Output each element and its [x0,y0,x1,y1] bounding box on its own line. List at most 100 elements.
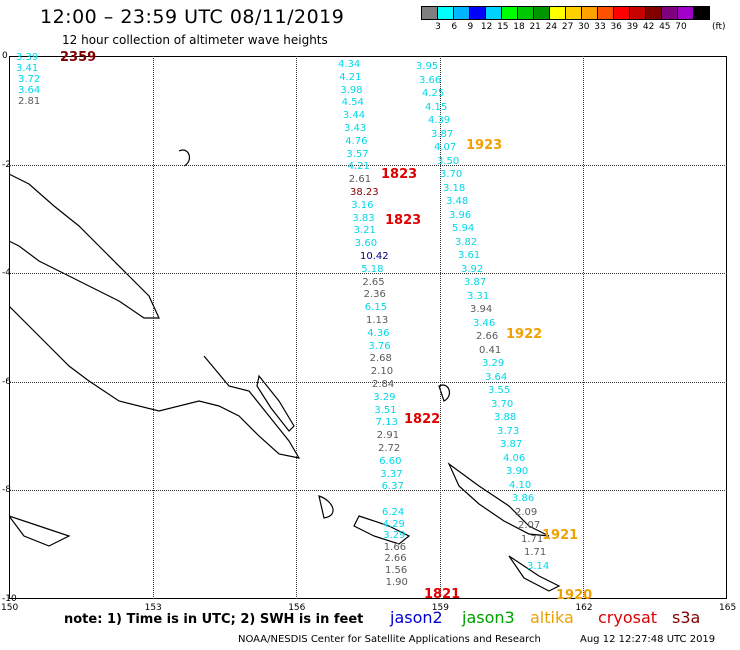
wave-height-value: 3.76 [368,340,391,352]
wave-height-value: 1.71 [521,533,544,545]
coastline-map [9,149,561,592]
wave-height-value: 3.29 [482,358,505,369]
pass-time-label: 1823 [381,167,418,182]
wave-height-value: 3.72 [18,74,41,85]
wave-height-value: 3.16 [351,199,374,211]
wave-height-value: 6.60 [379,455,402,467]
wave-height-value: 4.21 [339,71,362,83]
grid-line-horizontal [9,490,727,492]
wave-height-value: 4.39 [428,115,451,126]
grid-line-horizontal [9,164,727,166]
wave-height-value: 3.46 [473,317,496,329]
colorbar-swatch [693,6,710,20]
new-guinea-coast [9,305,301,459]
wave-height-value: 4.36 [367,327,390,339]
y-axis-label: -4 [2,268,11,279]
grid-line-horizontal [9,381,727,383]
wave-height-value: 7.13 [375,417,398,429]
wave-height-value: 4.29 [382,518,405,530]
colorbar-tick-label: 21 [529,22,541,32]
new-georgia-coast [256,374,295,432]
bougainville-coast [447,462,550,537]
wave-height-value: 3.43 [344,123,367,134]
wave-height-value: 2.36 [363,289,386,301]
wave-height-value: 0.41 [479,344,502,356]
wave-height-value: 1.56 [385,565,408,576]
wave-height-value: 3.70 [440,169,463,180]
colorbar-swatch [421,6,438,20]
wave-height-value: 4.34 [338,59,361,70]
pass-time-label: 1921 [542,528,579,543]
colorbar-tick-label: 33 [594,22,606,32]
wave-height-value: 3.92 [461,263,484,275]
wave-height-value: 5.18 [361,263,384,275]
y-axis-label: -6 [2,376,11,387]
colorbar-swatch [437,6,454,20]
wave-height-value: 2.07 [518,520,541,531]
pass-time-label: 1821 [424,587,461,602]
wave-height-value: 3.18 [443,182,466,194]
wave-height-value: 2.66 [384,553,407,565]
wave-height-value: 4.54 [341,97,364,109]
wave-height-value: 3.37 [380,468,403,480]
wave-height-value: 2.91 [376,430,400,442]
wave-height-value: 2.09 [515,506,538,518]
wave-height-value: 3.48 [446,196,469,207]
colorbar-swatch [533,6,550,20]
pass-time-label: 1923 [466,138,503,153]
colorbar-tick-label: 18 [513,22,525,32]
map-frame [9,56,727,599]
wave-height-value: 3.60 [354,238,378,250]
wave-height-value: 4.76 [345,135,368,147]
grid-line-vertical [439,56,441,599]
wave-height-value: 6.24 [382,507,405,518]
satellite-legend-item: s3a [672,608,701,627]
wave-height-value: 3.66 [419,74,442,86]
chart-subtitle: 12 hour collection of altimeter wave hei… [62,33,328,47]
small-islands [9,149,451,547]
footnote: note: 1) Time is in UTC; 2) SWH is in fe… [64,612,364,627]
wave-height-value: 3.31 [467,290,490,302]
grid-line-horizontal [9,273,727,275]
wave-height-value: 3.87 [431,128,454,140]
pass-time-label: 1822 [404,412,441,427]
wave-height-value: 3.50 [437,155,460,167]
colorbar-swatch [485,6,502,20]
satellite-legend-item: cryosat [598,608,658,627]
grid-line-vertical [296,56,298,599]
satellite-legend-item: jason3 [462,608,515,627]
wave-height-value: 3.87 [464,277,487,288]
grid-line-vertical [583,56,585,599]
wave-height-value: 1.71 [524,547,547,558]
guadalcanal-coast [353,515,411,545]
y-axis-label: -2 [2,159,11,170]
wave-height-value: 1.66 [383,541,407,553]
y-axis-label: 0 [2,51,8,61]
wave-height-value: 3.44 [342,110,366,122]
wave-height-value: 6.37 [381,481,404,493]
colorbar-tick-label: 30 [578,22,590,32]
wave-height-value: 2.72 [378,443,401,454]
wave-height-value: 3.87 [500,439,523,450]
wave-height-value: 3.90 [506,466,529,477]
wave-height-value: 6.15 [364,302,388,314]
colorbar-tick-label: 3 [435,22,441,32]
wave-height-value: 4.07 [434,142,457,153]
wave-height-value: 4.15 [425,101,448,113]
wave-height-value: 2.68 [369,353,392,365]
wave-height-value: 3.98 [340,84,363,96]
wave-height-value: 3.64 [485,371,508,383]
colorbar-swatch [517,6,534,20]
satellite-legend-item: jason2 [390,608,443,627]
pass-time-label: 1823 [385,213,422,228]
wave-height-value: 3.82 [455,236,478,248]
wave-height-value: 2.65 [362,276,385,288]
x-axis-label: 153 [144,603,162,613]
colorbar-tick-label: 15 [497,22,509,32]
wave-height-value: 4.06 [503,452,526,464]
colorbar-tick-label: 24 [545,22,558,32]
colorbar-swatch [501,6,518,20]
wave-height-value: 3.70 [491,398,514,410]
wave-height-value: 38.23 [350,187,379,198]
colorbar-swatch [453,6,470,20]
